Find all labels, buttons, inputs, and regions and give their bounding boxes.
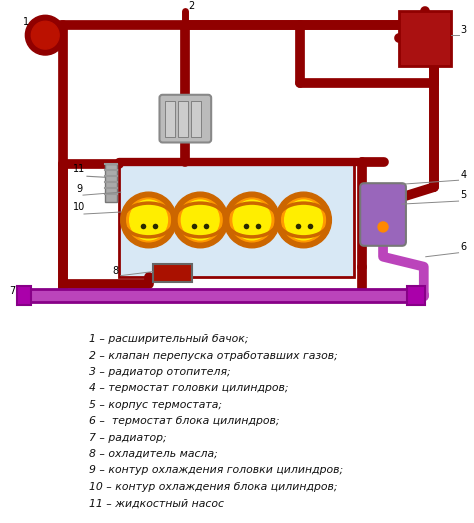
Bar (178, 101, 188, 137)
Text: 10 – контур охлаждения блока цилиндров;: 10 – контур охлаждения блока цилиндров; (89, 482, 337, 492)
Text: 6 –  термостат блока цилиндров;: 6 – термостат блока цилиндров; (89, 416, 280, 426)
Text: 5 – корпус термостата;: 5 – корпус термостата; (89, 400, 222, 410)
FancyBboxPatch shape (360, 183, 406, 246)
Bar (165, 101, 175, 137)
Text: 3: 3 (461, 25, 467, 35)
Circle shape (276, 192, 331, 248)
Ellipse shape (182, 200, 219, 240)
Text: 11 – жидкостный насос: 11 – жидкостный насос (89, 498, 224, 508)
Bar (119, 162, 354, 277)
Bar (29, 289, 409, 302)
Text: 3 – радиатор отопителя;: 3 – радиатор отопителя; (89, 367, 230, 377)
Text: 9 – контур охлаждения головки цилиндров;: 9 – контур охлаждения головки цилиндров; (89, 465, 343, 475)
Bar (399, 12, 451, 66)
Text: 11: 11 (73, 164, 85, 174)
Circle shape (178, 198, 222, 242)
Text: 7 – радиатор;: 7 – радиатор; (89, 433, 166, 442)
Text: 2: 2 (188, 2, 194, 12)
Bar (105, 164, 117, 202)
Bar (191, 101, 201, 137)
Circle shape (378, 222, 388, 232)
Text: 8 – охладитель масла;: 8 – охладитель масла; (89, 449, 218, 459)
Circle shape (282, 198, 326, 242)
Circle shape (31, 21, 59, 49)
Text: 4: 4 (461, 170, 467, 180)
Circle shape (230, 198, 274, 242)
Text: 10: 10 (73, 202, 85, 212)
Bar (153, 264, 192, 281)
Text: 4 – термостат головки цилиндров;: 4 – термостат головки цилиндров; (89, 383, 289, 393)
Text: 9: 9 (76, 184, 82, 194)
Circle shape (121, 192, 176, 248)
Bar (18, 286, 31, 305)
Ellipse shape (130, 200, 167, 240)
Circle shape (127, 198, 171, 242)
Bar (407, 286, 425, 305)
Text: 7: 7 (9, 287, 16, 297)
Text: 6: 6 (461, 242, 467, 252)
Text: 1 – расширительный бачок;: 1 – расширительный бачок; (89, 334, 248, 344)
Text: 1: 1 (23, 17, 29, 27)
Ellipse shape (233, 200, 271, 240)
Text: 2 – клапан перепуска отработавших газов;: 2 – клапан перепуска отработавших газов; (89, 350, 337, 361)
Text: 8: 8 (113, 266, 119, 276)
Circle shape (224, 192, 280, 248)
Circle shape (173, 192, 228, 248)
FancyBboxPatch shape (160, 95, 211, 142)
Text: 5: 5 (461, 190, 467, 200)
Circle shape (26, 15, 65, 55)
Ellipse shape (285, 200, 322, 240)
